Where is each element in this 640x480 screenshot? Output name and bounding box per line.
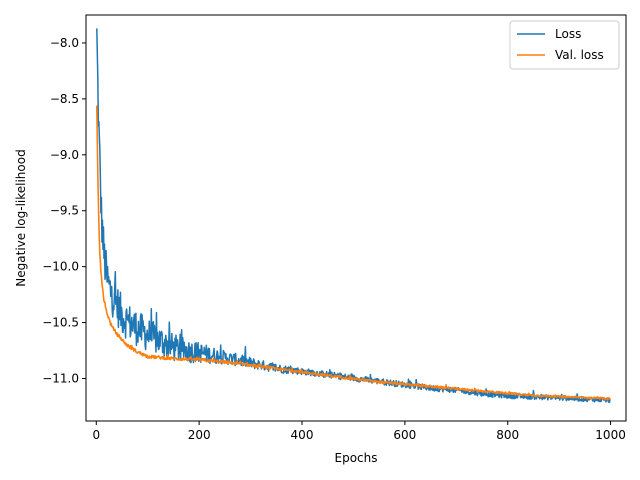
legend: Loss Val. loss	[509, 20, 620, 70]
x-tick-label: 600	[393, 428, 416, 442]
x-axis: 0 200 400 600 800 1000	[92, 421, 626, 442]
y-axis-label: Negative log-likelihood	[14, 149, 28, 286]
y-tick-label: −9.5	[50, 204, 79, 218]
y-tick-label: −8.0	[50, 36, 79, 50]
x-tick-label: 800	[496, 428, 519, 442]
x-tick-label: 0	[92, 428, 100, 442]
y-tick-label: −10.0	[42, 260, 79, 274]
x-tick-label: 400	[291, 428, 314, 442]
legend-label-val-loss: Val. loss	[555, 48, 604, 62]
plot-frame	[85, 14, 627, 422]
y-tick-label: −11.0	[42, 371, 79, 385]
series-layer	[96, 28, 611, 404]
legend-label-loss: Loss	[555, 27, 581, 41]
y-tick-label: −10.5	[42, 316, 79, 330]
legend-box	[509, 20, 620, 70]
series-line-val-loss	[96, 105, 611, 401]
x-tick-label: 1000	[595, 428, 626, 442]
x-tick-label: 200	[188, 428, 211, 442]
y-tick-label: −9.0	[50, 148, 79, 162]
y-axis: −8.0 −8.5 −9.0 −9.5 −10.0 −10.5 −11.0	[42, 36, 86, 385]
x-axis-label: Epochs	[335, 451, 378, 465]
y-tick-label: −8.5	[50, 92, 79, 106]
plot-area	[86, 15, 626, 421]
